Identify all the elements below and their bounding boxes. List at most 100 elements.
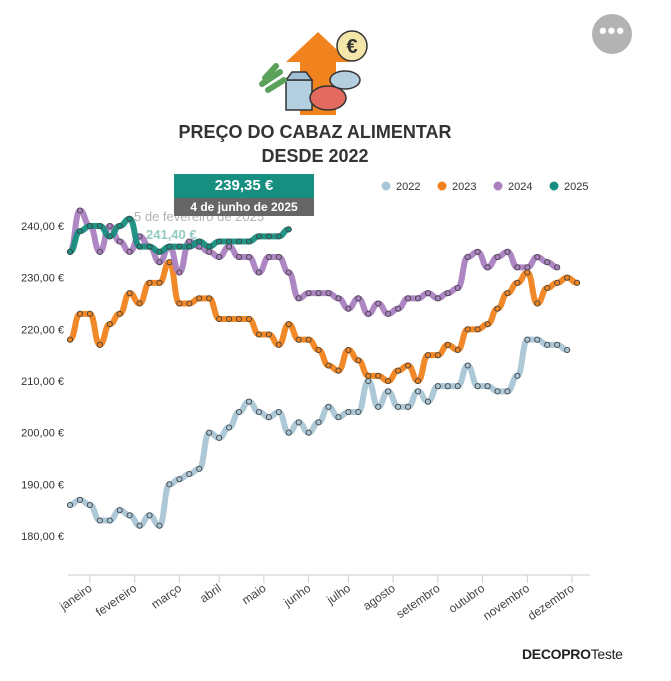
- data-point-2025[interactable]: [186, 243, 193, 250]
- menu-button[interactable]: •••: [592, 14, 632, 54]
- data-point-2023[interactable]: [414, 377, 422, 385]
- data-point-2024[interactable]: [275, 253, 282, 261]
- data-point-2022[interactable]: [76, 496, 83, 503]
- data-point-2022[interactable]: [265, 414, 272, 421]
- data-point-2022[interactable]: [96, 517, 103, 524]
- data-point-2022[interactable]: [544, 341, 551, 348]
- data-point-2024[interactable]: [385, 310, 392, 317]
- legend-marker-2024[interactable]: [493, 181, 503, 191]
- data-point-2023[interactable]: [404, 362, 412, 369]
- data-point-2023[interactable]: [504, 290, 511, 297]
- data-point-2024[interactable]: [116, 238, 123, 245]
- data-point-2022[interactable]: [504, 388, 511, 395]
- data-point-2022[interactable]: [395, 403, 402, 410]
- data-point-2022[interactable]: [305, 429, 312, 436]
- data-point-2024[interactable]: [494, 253, 501, 261]
- data-point-2022[interactable]: [424, 398, 431, 405]
- data-point-2024[interactable]: [315, 290, 322, 297]
- data-point-2022[interactable]: [226, 424, 233, 431]
- data-point-2023[interactable]: [464, 326, 471, 333]
- data-point-2025[interactable]: [226, 238, 233, 245]
- data-point-2023[interactable]: [116, 310, 123, 317]
- data-point-2022[interactable]: [375, 403, 382, 410]
- data-point-2024[interactable]: [355, 295, 362, 302]
- data-point-2023[interactable]: [285, 321, 292, 328]
- data-point-2022[interactable]: [285, 429, 292, 436]
- data-point-2022[interactable]: [524, 336, 531, 343]
- data-point-2023[interactable]: [96, 341, 103, 348]
- data-point-2024[interactable]: [96, 248, 103, 255]
- data-point-2023[interactable]: [424, 352, 431, 359]
- data-point-2022[interactable]: [564, 346, 571, 354]
- data-point-2022[interactable]: [126, 512, 133, 519]
- data-point-2023[interactable]: [544, 284, 551, 292]
- data-point-2022[interactable]: [206, 429, 213, 436]
- data-point-2023[interactable]: [206, 295, 213, 302]
- data-point-2024[interactable]: [444, 290, 451, 297]
- data-point-2022[interactable]: [106, 517, 113, 524]
- data-point-2024[interactable]: [126, 248, 133, 255]
- data-point-2023[interactable]: [315, 346, 322, 354]
- data-point-2024[interactable]: [176, 269, 183, 276]
- data-point-2024[interactable]: [434, 295, 441, 302]
- data-point-2022[interactable]: [86, 501, 93, 509]
- data-point-2023[interactable]: [554, 279, 561, 286]
- data-point-2023[interactable]: [275, 341, 282, 348]
- data-point-2024[interactable]: [255, 269, 262, 276]
- data-point-2022[interactable]: [275, 408, 282, 416]
- data-point-2023[interactable]: [385, 377, 392, 385]
- data-point-2024[interactable]: [454, 284, 461, 292]
- data-point-2025[interactable]: [106, 233, 113, 240]
- data-point-2022[interactable]: [345, 408, 352, 416]
- data-point-2023[interactable]: [434, 352, 441, 359]
- data-point-2022[interactable]: [404, 403, 412, 410]
- data-point-2025[interactable]: [136, 243, 143, 250]
- data-point-2023[interactable]: [235, 315, 243, 323]
- legend-label-2022[interactable]: 2022: [396, 181, 420, 193]
- data-point-2022[interactable]: [66, 501, 74, 509]
- data-point-2024[interactable]: [305, 290, 312, 297]
- data-point-2024[interactable]: [345, 305, 352, 312]
- data-point-2023[interactable]: [226, 315, 233, 323]
- data-point-2024[interactable]: [245, 253, 253, 261]
- data-point-2022[interactable]: [454, 383, 461, 390]
- data-point-2023[interactable]: [305, 336, 312, 343]
- data-point-2022[interactable]: [554, 341, 561, 348]
- data-point-2024[interactable]: [554, 264, 561, 271]
- data-point-2024[interactable]: [76, 207, 83, 214]
- data-point-2024[interactable]: [226, 243, 233, 250]
- data-point-2023[interactable]: [255, 331, 262, 338]
- data-point-2024[interactable]: [524, 264, 531, 271]
- data-point-2023[interactable]: [196, 295, 203, 302]
- data-point-2023[interactable]: [156, 279, 163, 286]
- data-point-2023[interactable]: [335, 367, 342, 374]
- data-point-2024[interactable]: [484, 264, 491, 271]
- data-point-2023[interactable]: [66, 336, 74, 343]
- data-point-2022[interactable]: [325, 403, 332, 410]
- data-point-2024[interactable]: [464, 253, 471, 261]
- data-point-2023[interactable]: [524, 269, 531, 276]
- data-point-2024[interactable]: [265, 253, 272, 261]
- data-point-2023[interactable]: [245, 315, 253, 323]
- data-point-2022[interactable]: [385, 388, 392, 395]
- data-point-2023[interactable]: [494, 305, 501, 312]
- data-point-2024[interactable]: [414, 295, 422, 302]
- data-point-2025[interactable]: [265, 233, 272, 240]
- data-point-2025[interactable]: [216, 238, 223, 245]
- data-point-2022[interactable]: [474, 383, 481, 390]
- data-point-2024[interactable]: [206, 248, 213, 255]
- data-point-2024[interactable]: [295, 295, 302, 302]
- data-point-2024[interactable]: [365, 310, 372, 317]
- data-point-2025[interactable]: [166, 243, 173, 250]
- data-point-2022[interactable]: [216, 434, 223, 441]
- data-point-2022[interactable]: [235, 408, 243, 416]
- data-point-2023[interactable]: [454, 346, 461, 354]
- data-point-2023[interactable]: [484, 321, 491, 328]
- data-point-2023[interactable]: [375, 372, 382, 379]
- data-point-2023[interactable]: [76, 310, 83, 317]
- data-point-2023[interactable]: [136, 300, 143, 307]
- data-point-2022[interactable]: [484, 383, 491, 390]
- data-point-2024[interactable]: [544, 259, 551, 266]
- data-point-2023[interactable]: [345, 346, 352, 354]
- data-point-2022[interactable]: [414, 388, 422, 395]
